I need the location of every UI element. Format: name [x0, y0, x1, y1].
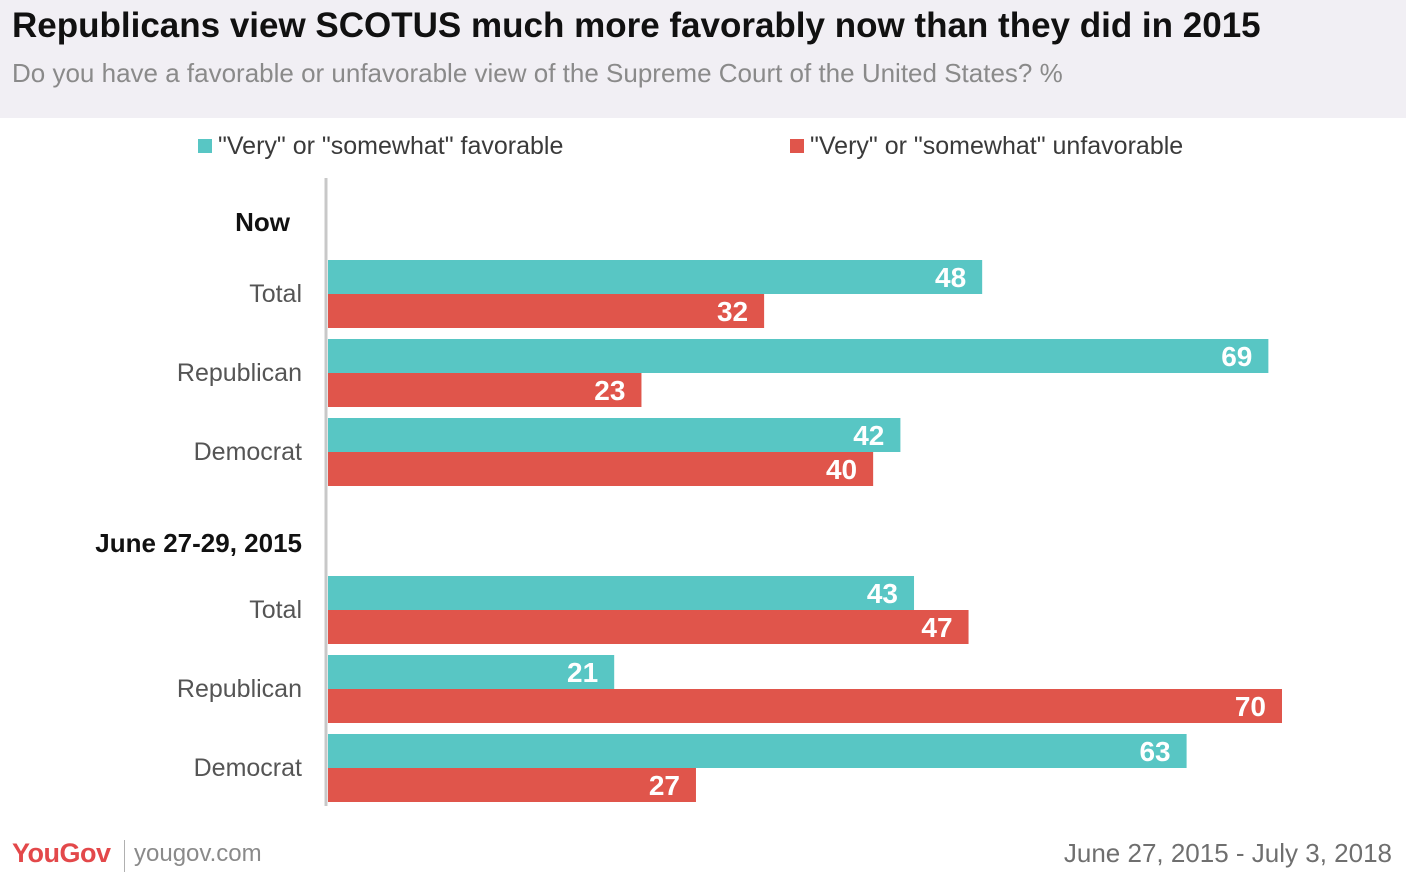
legend-item-unfavorable: "Very" or "somewhat" unfavorable: [790, 130, 1183, 162]
data-label: 42: [853, 420, 884, 451]
chart-header: Republicans view SCOTUS much more favora…: [0, 0, 1406, 118]
category-label: Total: [249, 596, 302, 624]
data-label: 27: [649, 770, 680, 801]
bar-unfavorable: [328, 373, 642, 407]
data-label: 32: [717, 296, 748, 327]
category-label: Total: [249, 280, 302, 308]
bar-favorable: [328, 734, 1187, 768]
data-label: 70: [1235, 691, 1266, 722]
bar-favorable: [328, 576, 915, 610]
legend-swatch-favorable: [198, 139, 212, 153]
bar-unfavorable: [328, 768, 696, 802]
data-label: 63: [1139, 736, 1170, 767]
category-label: Republican: [177, 675, 302, 703]
bar-unfavorable: [328, 610, 969, 644]
bar-unfavorable: [328, 294, 765, 328]
footer-divider: [124, 840, 125, 872]
footer-date-range: June 27, 2015 - July 3, 2018: [1063, 838, 1392, 868]
category-label: Democrat: [194, 754, 302, 782]
data-label: 47: [921, 612, 952, 643]
bar-favorable: [328, 418, 901, 452]
data-label: 48: [935, 262, 966, 293]
legend-label-favorable: "Very" or "somewhat" favorable: [218, 131, 564, 160]
data-label: 69: [1221, 341, 1252, 372]
bar-favorable: [328, 339, 1269, 373]
category-label: Democrat: [194, 438, 302, 466]
data-label: 43: [867, 578, 898, 609]
data-label: 23: [594, 375, 625, 406]
bar-unfavorable: [328, 452, 874, 486]
group-label: June 27-29, 2015: [95, 528, 302, 558]
legend-swatch-unfavorable: [790, 139, 804, 153]
chart-title: Republicans view SCOTUS much more favora…: [12, 6, 1261, 45]
bar-favorable: [328, 655, 615, 689]
bar-unfavorable: [328, 689, 1282, 723]
category-label: Republican: [177, 359, 302, 387]
data-label: 21: [567, 657, 598, 688]
group-label: Now: [235, 207, 291, 237]
legend-item-favorable: "Very" or "somewhat" favorable: [198, 130, 563, 162]
bar-favorable: [328, 260, 983, 294]
footer-url: yougov.com: [134, 840, 262, 867]
legend-label-unfavorable: "Very" or "somewhat" unfavorable: [810, 131, 1184, 160]
yougov-logo: YouGov: [12, 838, 111, 868]
chart-subtitle: Do you have a favorable or unfavorable v…: [12, 58, 1063, 88]
data-label: 40: [826, 454, 857, 485]
